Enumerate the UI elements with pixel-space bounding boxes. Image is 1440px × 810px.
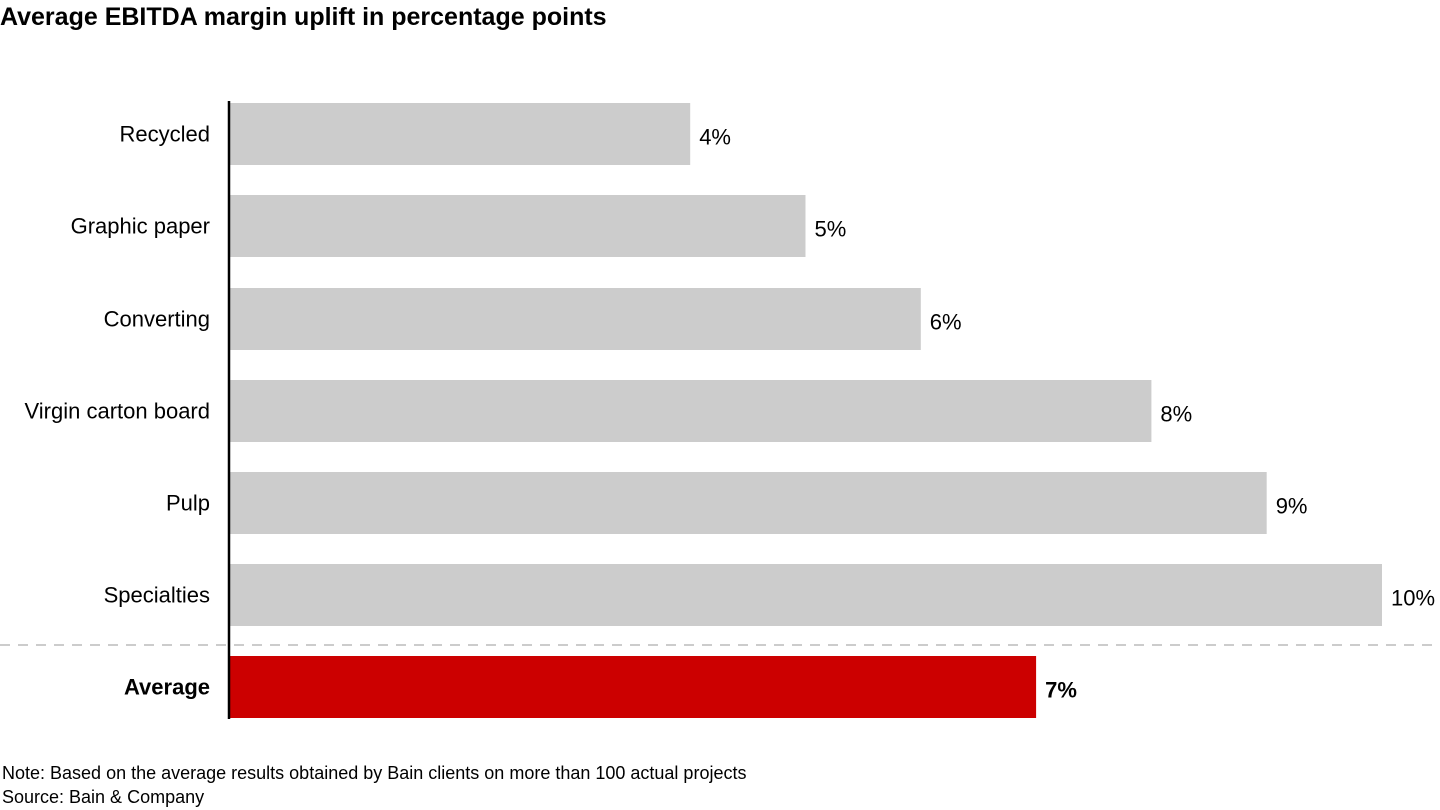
value-label-recycled: 4% bbox=[699, 125, 731, 150]
chart-title: Average EBITDA margin uplift in percenta… bbox=[0, 3, 607, 31]
value-label-graphic-paper: 5% bbox=[815, 217, 847, 242]
category-label-recycled: Recycled bbox=[120, 122, 210, 147]
bar-virgin-carton-board bbox=[229, 380, 1152, 442]
category-labels-group: Recycled Graphic paper Converting Virgin ca… bbox=[25, 122, 211, 700]
value-label-average: 7% bbox=[1045, 678, 1077, 703]
bar-specialties bbox=[229, 564, 1382, 626]
category-label-graphic-paper: Graphic paper bbox=[71, 214, 210, 239]
chart-note: Note: Based on the average results obtai… bbox=[2, 763, 747, 783]
bar-pulp bbox=[229, 472, 1267, 534]
bar-average bbox=[229, 656, 1037, 718]
category-label-converting: Converting bbox=[104, 307, 210, 332]
value-label-virgin-carton-board: 8% bbox=[1160, 402, 1192, 427]
bars-group bbox=[229, 103, 1382, 718]
bar-converting bbox=[229, 288, 921, 350]
chart-source: Source: Bain & Company bbox=[2, 787, 205, 807]
category-label-pulp: Pulp bbox=[166, 491, 210, 516]
value-label-pulp: 9% bbox=[1276, 494, 1308, 519]
category-label-specialties: Specialties bbox=[104, 583, 210, 608]
category-label-virgin-carton-board: Virgin carton board bbox=[25, 399, 211, 424]
bar-recycled bbox=[229, 103, 691, 165]
value-label-converting: 6% bbox=[930, 310, 962, 335]
value-labels-group: 4% 5% 6% 8% 9% 10% 7% bbox=[699, 125, 1435, 703]
bar-graphic-paper bbox=[229, 195, 806, 257]
category-label-average: Average bbox=[124, 675, 210, 700]
value-label-specialties: 10% bbox=[1391, 586, 1435, 611]
